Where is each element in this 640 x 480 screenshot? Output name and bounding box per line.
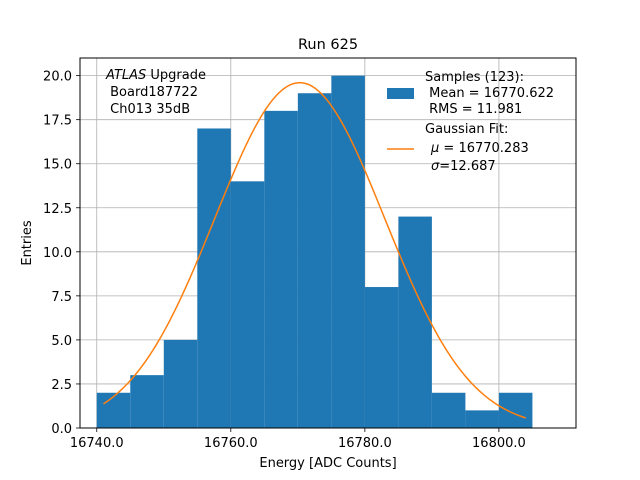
x-tick-label: 16800.0 — [472, 436, 526, 451]
svg-text:ATLAS Upgrade: ATLAS Upgrade — [105, 68, 206, 83]
y-tick-label: 10.0 — [43, 246, 72, 261]
annotation-board: Board187722 — [106, 85, 198, 100]
y-tick-label: 15.0 — [43, 158, 72, 173]
histogram-bars — [96, 75, 533, 428]
histogram-bar — [197, 128, 231, 428]
y-tick-label: 5.0 — [51, 334, 72, 349]
y-axis-label: Entries — [20, 220, 35, 266]
histogram-bar — [364, 287, 399, 428]
legend-hist-line3: RMS = 11.981 — [425, 102, 522, 117]
annotation-channel: Ch013 35dB — [106, 102, 190, 117]
x-tick-label: 16780.0 — [338, 436, 392, 451]
legend-hist-line1: Samples (123): — [425, 70, 524, 85]
y-tick-label: 0.0 — [51, 422, 72, 437]
histogram-bar — [297, 93, 332, 428]
histogram-bar — [398, 216, 432, 428]
legend-hist-swatch — [387, 88, 414, 99]
histogram-bar — [431, 392, 466, 428]
annotation-upgrade: Upgrade — [146, 68, 206, 83]
y-tick-label: 20.0 — [43, 70, 72, 85]
histogram-bar — [163, 339, 198, 428]
annotation-atlas: ATLAS — [105, 68, 146, 83]
x-axis: 16740.0 16760.0 16780.0 16800.0 — [70, 428, 526, 451]
histogram-bar — [264, 110, 298, 428]
y-axis: 0.0 2.5 5.0 7.5 10.0 12.5 15.0 17.5 20.0 — [43, 70, 80, 437]
plot-frame — [79, 57, 577, 429]
histogram-bar — [130, 375, 164, 428]
chart-title: Run 625 — [298, 37, 358, 53]
x-tick-label: 16740.0 — [70, 436, 124, 451]
histogram-bar — [498, 392, 533, 428]
x-tick-label: 16760.0 — [204, 436, 258, 451]
legend-fit-line2: μ = 16770.283 — [430, 141, 529, 156]
histogram-bar — [96, 392, 131, 428]
histogram-bar — [465, 410, 499, 428]
gaussian-fit-curve — [103, 81, 526, 419]
y-tick-label: 12.5 — [43, 202, 72, 217]
annotation: ATLAS Upgrade Board187722 Ch013 35dB — [105, 68, 206, 117]
legend-fit-line3: σ=12.687 — [431, 159, 496, 174]
y-tick-label: 17.5 — [43, 114, 72, 129]
histogram-bar — [331, 75, 365, 428]
x-axis-label: Energy [ADC Counts] — [259, 456, 396, 471]
legend-hist-line2: Mean = 16770.622 — [425, 86, 554, 101]
legend-fit-line1: Gaussian Fit: — [425, 122, 508, 137]
histogram-bar — [230, 181, 265, 428]
y-tick-label: 7.5 — [51, 290, 72, 305]
legend: Samples (123): Mean = 16770.622 RMS = 11… — [387, 70, 554, 174]
y-tick-label: 2.5 — [51, 378, 72, 393]
